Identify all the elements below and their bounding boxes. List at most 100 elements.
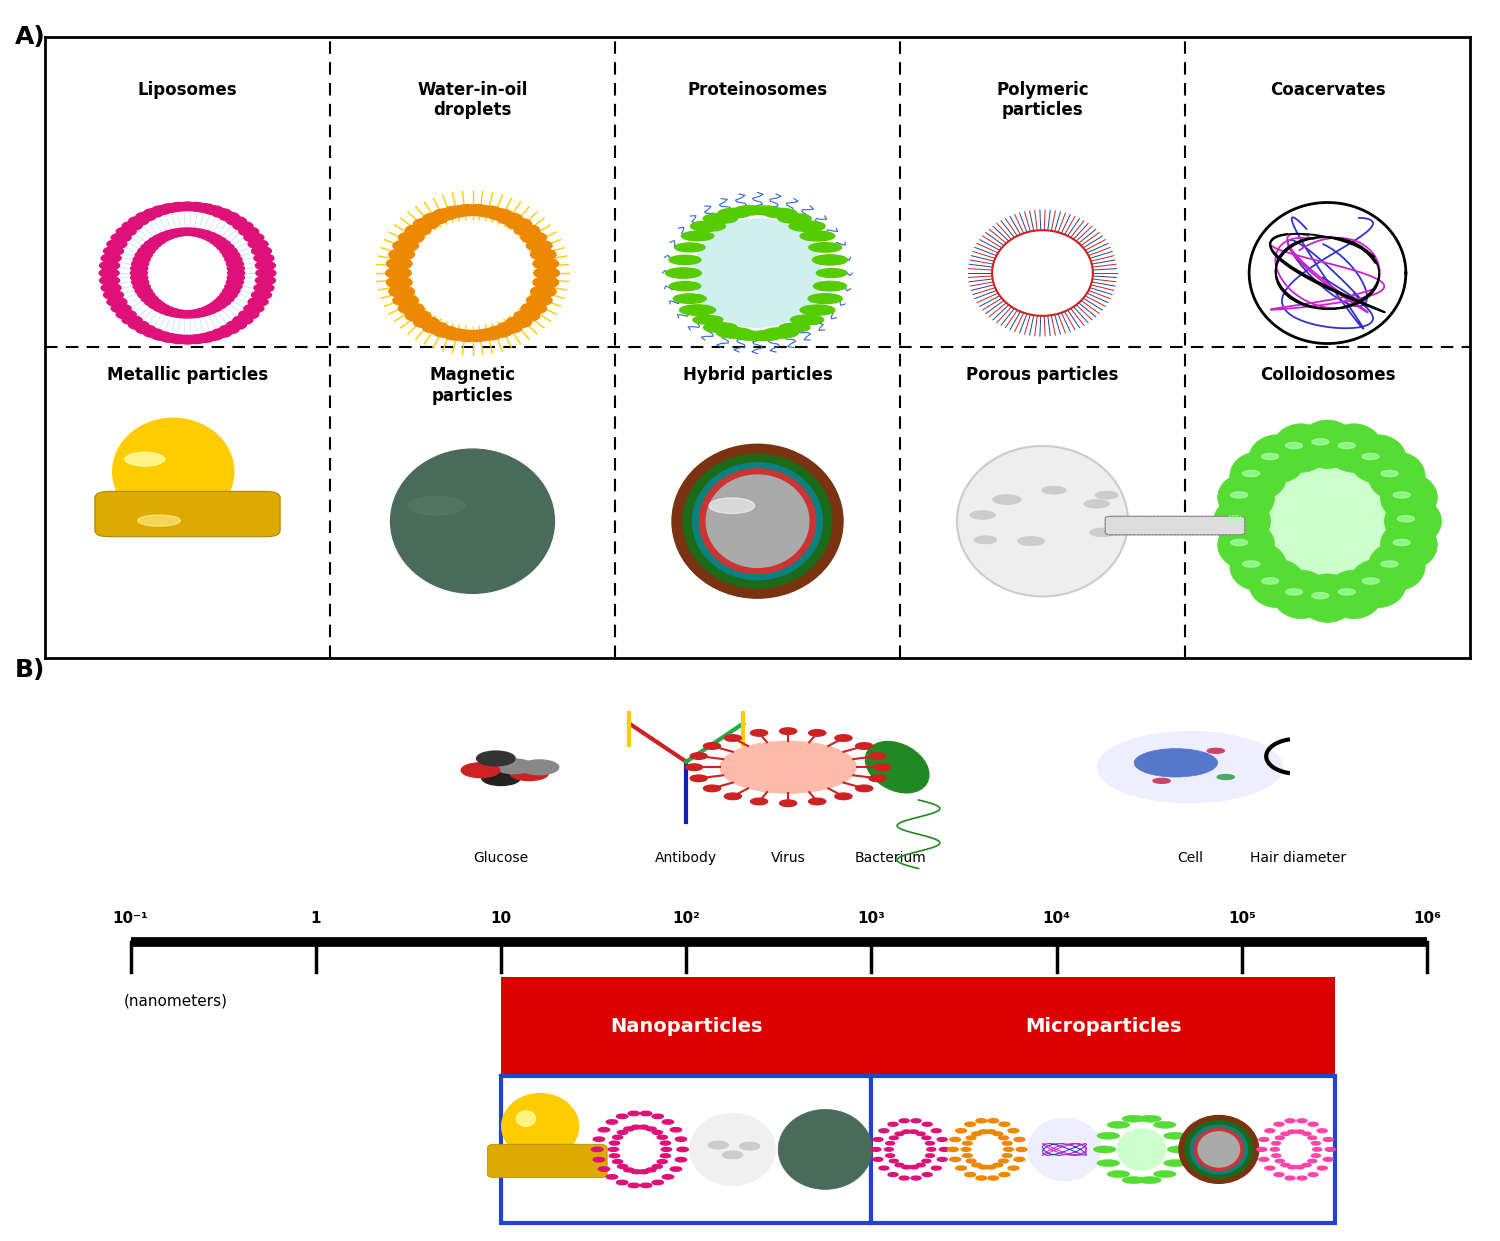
Circle shape (213, 299, 231, 307)
Circle shape (750, 730, 768, 736)
Circle shape (141, 295, 158, 303)
Ellipse shape (1312, 438, 1329, 444)
Circle shape (879, 1129, 890, 1133)
Circle shape (592, 1158, 604, 1162)
Circle shape (609, 1148, 618, 1152)
Ellipse shape (666, 268, 702, 278)
Ellipse shape (1266, 465, 1389, 577)
Ellipse shape (690, 221, 726, 231)
Circle shape (144, 240, 162, 247)
Circle shape (962, 1148, 970, 1152)
Circle shape (988, 1118, 999, 1123)
Circle shape (963, 1142, 972, 1145)
Circle shape (993, 1163, 1004, 1167)
Circle shape (116, 310, 136, 319)
Circle shape (228, 269, 244, 277)
Circle shape (1312, 1148, 1322, 1152)
Ellipse shape (408, 496, 465, 515)
Circle shape (414, 316, 440, 328)
Circle shape (780, 800, 796, 807)
Circle shape (532, 277, 558, 288)
Circle shape (106, 298, 128, 307)
Circle shape (591, 1147, 603, 1152)
Ellipse shape (813, 282, 846, 290)
Ellipse shape (1107, 1121, 1130, 1128)
Ellipse shape (1326, 424, 1383, 473)
Circle shape (879, 1167, 890, 1170)
Circle shape (890, 1136, 898, 1139)
Ellipse shape (699, 469, 816, 573)
Circle shape (966, 1159, 976, 1163)
Circle shape (204, 206, 224, 215)
Ellipse shape (1394, 491, 1410, 498)
Ellipse shape (748, 331, 782, 340)
Circle shape (708, 1142, 729, 1149)
Ellipse shape (1230, 540, 1248, 546)
Ellipse shape (1028, 1118, 1101, 1181)
Ellipse shape (1350, 560, 1407, 608)
Circle shape (252, 290, 272, 299)
Text: 10²: 10² (672, 911, 700, 926)
Circle shape (972, 1132, 981, 1136)
Circle shape (226, 274, 244, 282)
Ellipse shape (1042, 486, 1066, 494)
Ellipse shape (1230, 491, 1248, 498)
Circle shape (612, 1159, 622, 1164)
Circle shape (255, 277, 276, 285)
Text: (nanometers): (nanometers) (123, 994, 228, 1009)
Circle shape (598, 1167, 609, 1172)
Circle shape (414, 218, 440, 230)
Circle shape (1281, 1163, 1290, 1167)
Ellipse shape (1272, 570, 1329, 618)
Circle shape (195, 204, 214, 212)
Circle shape (209, 237, 226, 244)
Ellipse shape (1107, 1170, 1130, 1178)
Circle shape (190, 309, 207, 316)
Circle shape (388, 285, 414, 297)
Circle shape (178, 228, 196, 236)
FancyBboxPatch shape (488, 1144, 608, 1178)
Circle shape (1323, 1138, 1334, 1142)
Circle shape (916, 1132, 926, 1136)
Circle shape (670, 1128, 681, 1132)
Text: Proteinosomes: Proteinosomes (687, 81, 828, 99)
Circle shape (106, 240, 128, 248)
Circle shape (186, 335, 207, 344)
Ellipse shape (1218, 521, 1275, 570)
Circle shape (496, 321, 522, 333)
Ellipse shape (674, 294, 706, 303)
Ellipse shape (816, 268, 848, 278)
Circle shape (116, 227, 136, 236)
Circle shape (657, 1136, 668, 1139)
Text: 10⁴: 10⁴ (1042, 911, 1071, 926)
Circle shape (675, 1137, 687, 1142)
Circle shape (177, 335, 198, 344)
Ellipse shape (1350, 434, 1407, 483)
Ellipse shape (1248, 560, 1305, 608)
Circle shape (922, 1122, 932, 1126)
Circle shape (238, 227, 260, 236)
Circle shape (606, 1119, 618, 1124)
Ellipse shape (957, 446, 1128, 597)
Ellipse shape (1096, 1159, 1119, 1167)
Circle shape (1257, 1148, 1268, 1152)
Ellipse shape (790, 315, 824, 325)
Circle shape (465, 330, 490, 341)
Circle shape (1286, 1119, 1294, 1123)
Circle shape (628, 1183, 639, 1188)
Circle shape (174, 310, 190, 318)
FancyBboxPatch shape (1106, 516, 1245, 535)
Circle shape (690, 776, 706, 782)
Circle shape (1294, 1131, 1304, 1133)
Text: Liposomes: Liposomes (138, 81, 237, 99)
Circle shape (232, 222, 254, 231)
Ellipse shape (510, 766, 549, 781)
Circle shape (432, 208, 459, 220)
Circle shape (676, 1147, 688, 1152)
Circle shape (111, 304, 130, 313)
Ellipse shape (1094, 1145, 1116, 1153)
Ellipse shape (1017, 536, 1044, 546)
Text: B): B) (15, 658, 45, 681)
Circle shape (939, 1148, 950, 1152)
FancyBboxPatch shape (94, 491, 280, 537)
